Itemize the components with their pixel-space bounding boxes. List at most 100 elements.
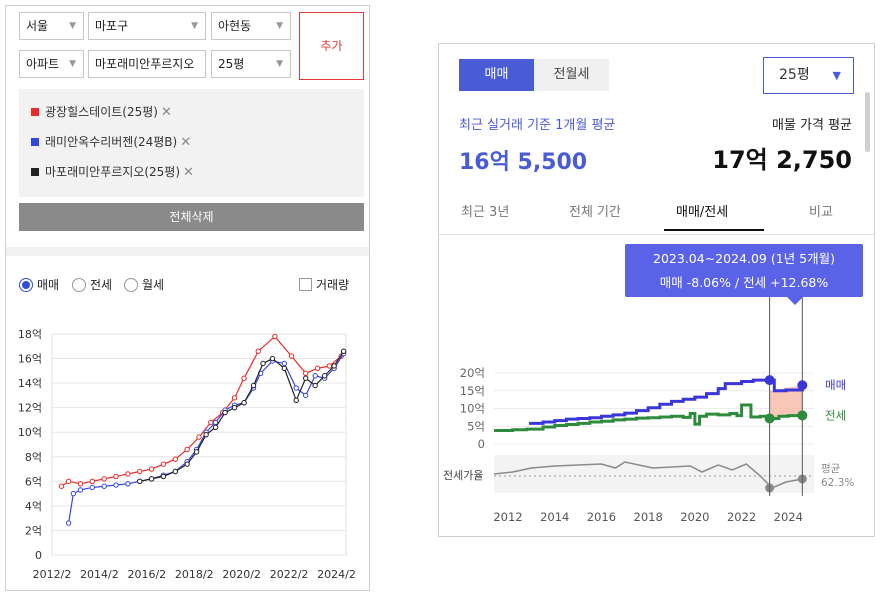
recent-price-label: 최근 실거래 기준 1개월 평균	[459, 118, 616, 133]
data-point	[89, 484, 96, 491]
y-tick-label: 18억	[18, 328, 42, 341]
y-tick-label: 8억	[25, 451, 42, 464]
x-tick-label: 2024	[774, 510, 803, 524]
data-point	[331, 363, 337, 369]
type-select-value: 아파트	[26, 57, 60, 71]
size-dropdown[interactable]: 25평 ▼	[763, 57, 854, 94]
data-point	[231, 395, 238, 401]
tab-sale-jeonse[interactable]: 매매/전세	[676, 205, 729, 220]
chevron-down-icon: ▼	[69, 59, 76, 69]
x-tick-label: 2022	[727, 510, 756, 524]
series-line	[68, 353, 345, 524]
color-swatch	[31, 108, 39, 116]
ratio-avg-label: 평균	[821, 463, 841, 475]
data-point	[293, 397, 299, 404]
series-endpoint	[764, 375, 775, 386]
x-tick-label: 2018/2	[175, 568, 214, 581]
tab-all-period[interactable]: 전체 기간	[569, 205, 621, 220]
radio-selected-icon	[19, 278, 33, 292]
ratio-avg-value: 62.3%	[821, 477, 854, 489]
radio-sale[interactable]: 매매	[19, 277, 59, 293]
data-point	[293, 385, 299, 391]
x-tick-label: 2016	[587, 510, 616, 524]
series-label: 전세	[825, 408, 846, 422]
ratio-label: 전세가율	[443, 469, 483, 482]
radio-jeonse-label: 전세	[90, 278, 113, 292]
left-panel: 서울 ▼ 마포구 ▼ 아현동 ▼ 아파트 ▼ 마포래미안푸르지오 25평 ▼ 추가 광장힐…	[5, 5, 370, 591]
complex-select[interactable]: 마포래미안푸르지오	[88, 50, 206, 78]
tooltip-period: 2023.04~2024.09 (1년 5개월)	[653, 251, 835, 266]
y-tick-label: 14억	[18, 377, 42, 390]
data-point	[255, 348, 261, 354]
data-point	[288, 353, 295, 359]
add-button[interactable]: 추가	[299, 12, 364, 80]
listing-price-label: 매물 가격 평균	[771, 118, 852, 133]
data-point	[321, 373, 328, 379]
dong-select[interactable]: 아현동 ▼	[211, 12, 291, 40]
city-select[interactable]: 서울 ▼	[19, 12, 84, 40]
scrollbar[interactable]	[865, 92, 870, 152]
data-point	[148, 476, 155, 482]
series-line	[529, 378, 804, 425]
x-tick-label: 2024/2	[317, 568, 356, 581]
chevron-down-icon: ▼	[191, 21, 198, 31]
tab-divider	[439, 234, 874, 235]
size-select-value: 25평	[218, 57, 245, 71]
chevron-down-icon: ▼	[276, 59, 283, 69]
caret-down-icon: ▼	[832, 69, 841, 82]
close-icon[interactable]: ✕	[160, 105, 172, 120]
data-point	[260, 360, 266, 367]
data-point	[58, 483, 65, 489]
volume-checkbox[interactable]: 거래량	[299, 277, 349, 293]
dong-select-value: 아현동	[218, 19, 252, 33]
data-point	[160, 461, 167, 467]
radio-monthly[interactable]: 월세	[124, 277, 164, 293]
data-point	[212, 419, 219, 426]
data-point	[77, 487, 84, 493]
data-point	[113, 482, 119, 488]
radio-jeonse[interactable]: 전세	[72, 277, 112, 293]
data-point	[340, 348, 347, 354]
data-point	[101, 483, 107, 489]
active-tab-underline	[664, 229, 764, 231]
x-tick-label: 2012/2	[33, 568, 72, 581]
close-icon[interactable]: ✕	[183, 165, 194, 180]
y-tick-label: 0	[35, 549, 42, 562]
data-point	[65, 478, 72, 485]
data-point	[250, 382, 257, 389]
data-point	[312, 382, 318, 389]
radio-sale-label: 매매	[37, 278, 60, 292]
data-point	[125, 471, 131, 477]
series-label: 매매	[825, 378, 846, 392]
chevron-down-icon: ▼	[276, 21, 283, 31]
data-point	[272, 333, 278, 340]
data-point	[241, 375, 247, 381]
tab-compare[interactable]: 비교	[809, 205, 833, 220]
data-point	[212, 424, 219, 431]
y-tick-label: 10억	[460, 402, 485, 416]
series-endpoint	[797, 380, 808, 391]
chevron-down-icon: ▼	[69, 21, 76, 31]
y-tick-label: 6억	[25, 475, 42, 488]
y-tick-label: 4억	[25, 500, 42, 513]
data-point	[172, 456, 178, 462]
radio-icon	[124, 278, 138, 292]
tab-rent[interactable]: 전월세	[534, 59, 609, 91]
data-point	[222, 409, 228, 416]
tooltip-change: 매매 -8.06% / 전세 +12.68%	[659, 275, 829, 290]
type-select[interactable]: 아파트 ▼	[19, 50, 84, 78]
compare-list: 광장힐스테이트(25평) ✕ 래미안옥수리버젠(24평B) ✕ 마포래미안푸르지오(…	[19, 89, 364, 197]
y-tick-label: 0	[478, 437, 485, 451]
data-point	[160, 473, 167, 480]
close-icon[interactable]: ✕	[180, 135, 192, 150]
tab-recent-3y[interactable]: 최근 3년	[461, 205, 510, 220]
y-tick-label: 15억	[460, 384, 485, 398]
data-point	[148, 466, 155, 472]
tab-sale[interactable]: 매매	[459, 59, 534, 91]
district-select[interactable]: 마포구 ▼	[88, 12, 206, 40]
delete-all-button[interactable]: 전체삭제	[19, 203, 364, 231]
listing-price-value: 17억 2,750	[712, 146, 852, 174]
color-swatch	[31, 138, 39, 146]
data-point	[65, 520, 72, 526]
size-select[interactable]: 25평 ▼	[211, 50, 291, 78]
